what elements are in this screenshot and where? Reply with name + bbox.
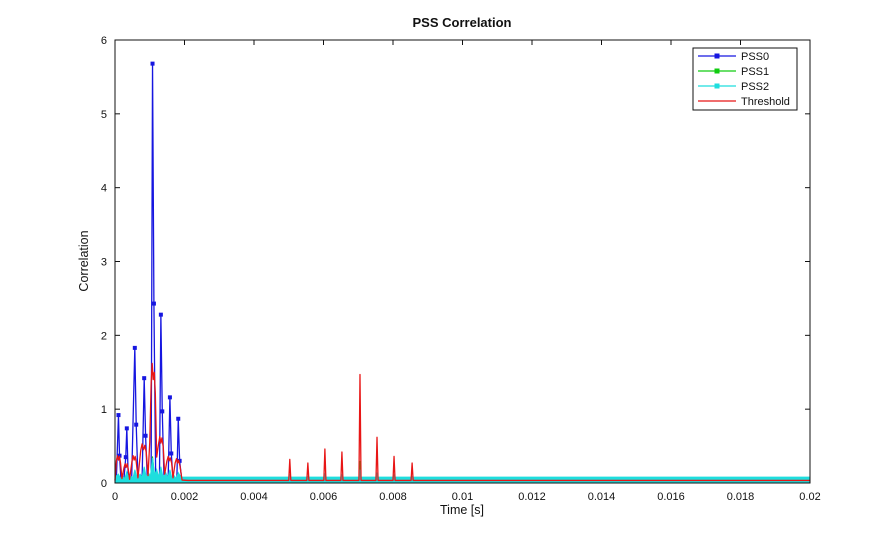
y-tick-label: 4 <box>101 183 107 195</box>
y-tick-label: 3 <box>101 257 107 269</box>
series-pss0-line <box>114 62 810 480</box>
x-tick-label: 0.014 <box>588 491 616 503</box>
legend-label-pss0: PSS0 <box>741 51 769 63</box>
series-pss0-marker <box>169 451 174 456</box>
series-threshold-line <box>114 362 810 482</box>
chart-title: PSS Correlation <box>413 15 512 30</box>
series-pss0-marker <box>143 433 148 438</box>
x-tick-label: 0.01 <box>452 491 473 503</box>
series-pss0-marker <box>150 61 155 66</box>
x-tick-label: 0.02 <box>799 491 820 503</box>
series-pss0-marker <box>123 455 128 460</box>
x-tick-label: 0 <box>112 491 118 503</box>
series-pss0-marker <box>134 422 139 427</box>
series-pss0-marker <box>176 416 181 421</box>
series-pss2-area <box>114 457 811 484</box>
x-tick-label: 0.018 <box>727 491 755 503</box>
legend-box <box>692 47 798 111</box>
y-tick-label: 0 <box>101 478 107 490</box>
series-pss0-marker <box>142 376 147 381</box>
legend-label-threshold: Threshold <box>741 96 790 108</box>
plot-border <box>114 39 811 484</box>
y-tick-label: 2 <box>101 330 107 342</box>
x-tick-label: 0.016 <box>657 491 685 503</box>
data-series-layer <box>114 61 811 484</box>
legend-marker-pss1 <box>714 68 720 74</box>
tick-labels: 0 0.002 0.004 0.006 0.008 0.01 0.012 0.014 0.016… <box>101 35 821 503</box>
legend-marker-pss2 <box>714 83 720 89</box>
series-pss0-marker <box>158 312 163 317</box>
y-tick-label: 1 <box>101 404 107 416</box>
x-tick-label: 0.012 <box>518 491 546 503</box>
x-tick-label: 0.004 <box>240 491 268 503</box>
series-pss0-marker <box>117 453 122 458</box>
series-pss0-marker <box>151 301 156 306</box>
series-pss0-marker <box>177 458 182 463</box>
x-tick-label: 0.006 <box>310 491 338 503</box>
series-pss0-marker <box>124 426 129 431</box>
series-pss0-marker <box>116 413 121 418</box>
y-tick-label: 5 <box>101 109 107 121</box>
x-axis-label: Time [s] <box>440 503 484 517</box>
legend-marker-pss0 <box>714 53 720 59</box>
legend-label-pss2: PSS2 <box>741 81 769 93</box>
legend: PSS0 PSS1 PSS2 Threshold <box>692 47 798 111</box>
series-pss0-marker <box>160 409 165 414</box>
x-tick-label: 0.002 <box>171 491 199 503</box>
x-tick-label: 0.008 <box>379 491 407 503</box>
series-pss0-marker <box>132 345 137 350</box>
legend-label-pss1: PSS1 <box>741 66 769 78</box>
series-pss0-marker <box>167 395 172 400</box>
y-axis-label: Correlation <box>77 230 91 291</box>
y-tick-label: 6 <box>101 35 107 47</box>
